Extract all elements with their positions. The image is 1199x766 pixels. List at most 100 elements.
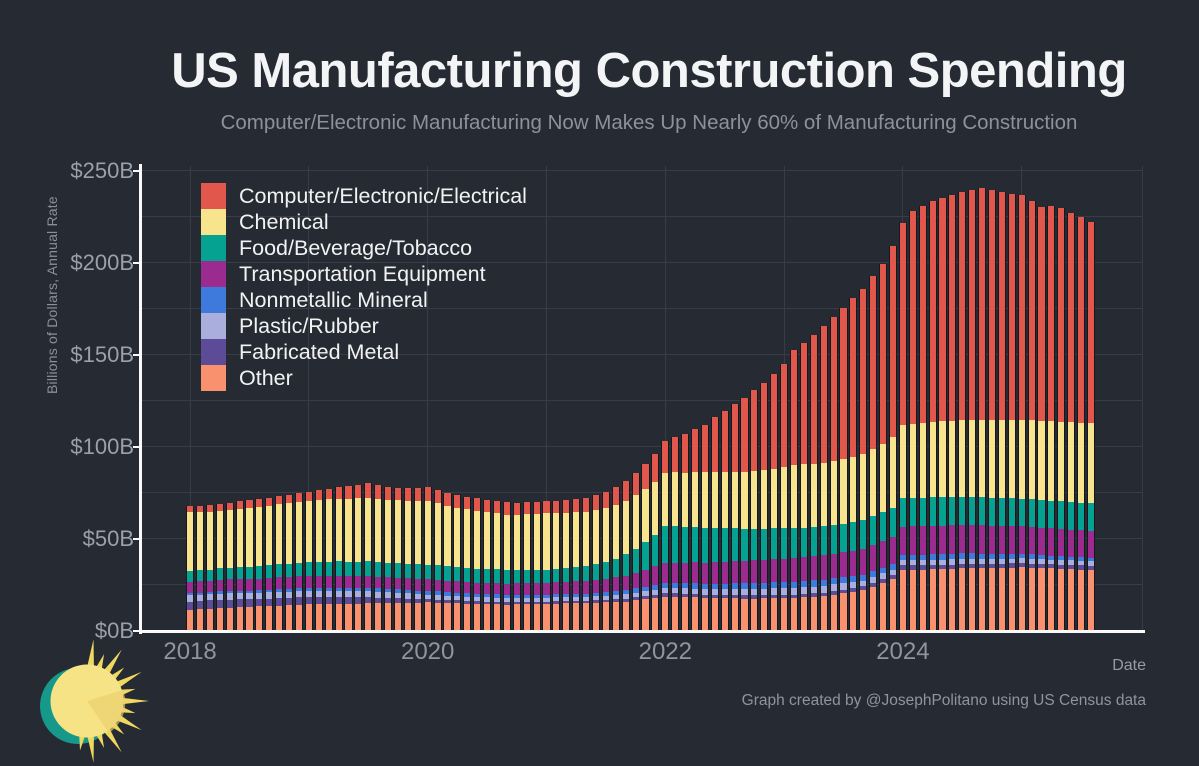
bar-segment — [196, 592, 204, 595]
x-tick-label: 2022 — [638, 638, 692, 665]
bar-segment — [860, 454, 867, 521]
bar-month — [235, 501, 244, 631]
bar-segment — [790, 527, 798, 558]
bar-segment — [335, 590, 342, 598]
bar-segment — [880, 578, 887, 584]
bar-segment — [305, 588, 312, 591]
bar-segment — [929, 559, 936, 565]
bar-segment — [543, 594, 550, 598]
bar-segment — [612, 505, 619, 559]
bar-segment — [781, 598, 788, 631]
sun-ray — [86, 730, 94, 763]
y-tick-label: $150B — [70, 342, 134, 367]
bar-segment — [493, 583, 501, 595]
bar-segment — [424, 599, 431, 603]
bar-segment — [1028, 526, 1035, 555]
legend-item: Transportation Equipment — [201, 261, 527, 287]
bar-month — [314, 490, 323, 631]
bar-segment — [187, 593, 194, 596]
bar-segment — [345, 588, 352, 592]
bar-segment — [484, 499, 491, 513]
bar-segment — [206, 511, 213, 570]
bar-segment — [484, 569, 491, 583]
bar-segment — [464, 567, 471, 582]
bar-segment — [840, 308, 847, 459]
x-tick-label: 2024 — [876, 638, 930, 665]
bar-segment — [583, 600, 590, 604]
bar-segment — [187, 571, 194, 583]
bar-segment — [394, 589, 402, 593]
bar-segment — [533, 597, 540, 602]
bar-segment — [533, 603, 540, 631]
bar-segment — [404, 488, 411, 501]
bar-segment — [850, 456, 857, 523]
bar-segment — [939, 553, 946, 560]
gridline-vertical — [546, 166, 547, 631]
bar-segment — [602, 579, 609, 593]
bar-segment — [345, 486, 352, 499]
bar-segment — [276, 598, 283, 606]
bar-segment — [216, 591, 223, 594]
bar-segment — [206, 608, 213, 631]
bar-month — [1086, 221, 1096, 631]
bar-segment — [187, 609, 194, 631]
bar-segment — [622, 501, 629, 555]
bar-segment — [484, 601, 491, 605]
bar-segment — [830, 553, 837, 579]
bar-segment — [781, 528, 788, 559]
bar-segment — [1008, 498, 1015, 527]
bar-segment — [1038, 559, 1045, 564]
bar-segment — [988, 553, 996, 559]
legend-swatch — [201, 209, 226, 235]
bar-month — [1077, 216, 1086, 631]
bar-segment — [949, 559, 956, 565]
gridline-horizontal — [142, 354, 1143, 355]
bar-segment — [682, 593, 689, 598]
bar-segment — [404, 593, 411, 599]
bar-segment — [345, 498, 352, 562]
bar-segment — [196, 511, 204, 571]
bar-segment — [998, 567, 1005, 631]
bar-segment — [731, 589, 738, 596]
bar-segment — [880, 573, 887, 579]
legend-item: Other — [201, 365, 527, 391]
bar-segment — [236, 599, 243, 608]
bar-segment — [790, 581, 798, 588]
legend-item: Food/Beverage/Tobacco — [201, 235, 527, 261]
bar-segment — [771, 598, 778, 631]
bar-segment — [315, 500, 322, 563]
bar-segment — [187, 601, 194, 610]
bar-segment — [266, 577, 273, 590]
bar-segment — [1008, 553, 1015, 559]
bar-segment — [385, 592, 392, 599]
bar-segment — [761, 559, 768, 583]
bar-segment — [295, 502, 303, 563]
bar-segment — [771, 373, 778, 469]
bar-segment — [988, 525, 996, 554]
bar-segment — [959, 525, 966, 554]
bar-segment — [929, 569, 936, 631]
x-tick-label: 2018 — [163, 638, 217, 665]
bar-segment — [474, 597, 481, 602]
bar-segment — [1068, 569, 1075, 631]
bar-segment — [691, 583, 699, 589]
bar-segment — [266, 497, 273, 506]
bar-segment — [721, 598, 728, 631]
bar-segment — [711, 598, 718, 631]
bar-segment — [929, 497, 936, 526]
bar-segment — [345, 603, 352, 631]
bar-month — [354, 484, 363, 631]
bar-segment — [870, 544, 877, 572]
bar-segment — [810, 463, 817, 527]
bar-segment — [840, 458, 847, 524]
bar-segment — [998, 419, 1005, 499]
bar-segment — [701, 527, 708, 563]
bar-segment — [256, 506, 263, 567]
bar-segment — [672, 562, 679, 584]
bar-segment — [523, 513, 530, 570]
bar-segment — [1038, 207, 1045, 421]
bar-segment — [909, 424, 916, 498]
bar-segment — [652, 454, 659, 482]
bar-segment — [939, 497, 946, 526]
bar-month — [869, 275, 878, 631]
